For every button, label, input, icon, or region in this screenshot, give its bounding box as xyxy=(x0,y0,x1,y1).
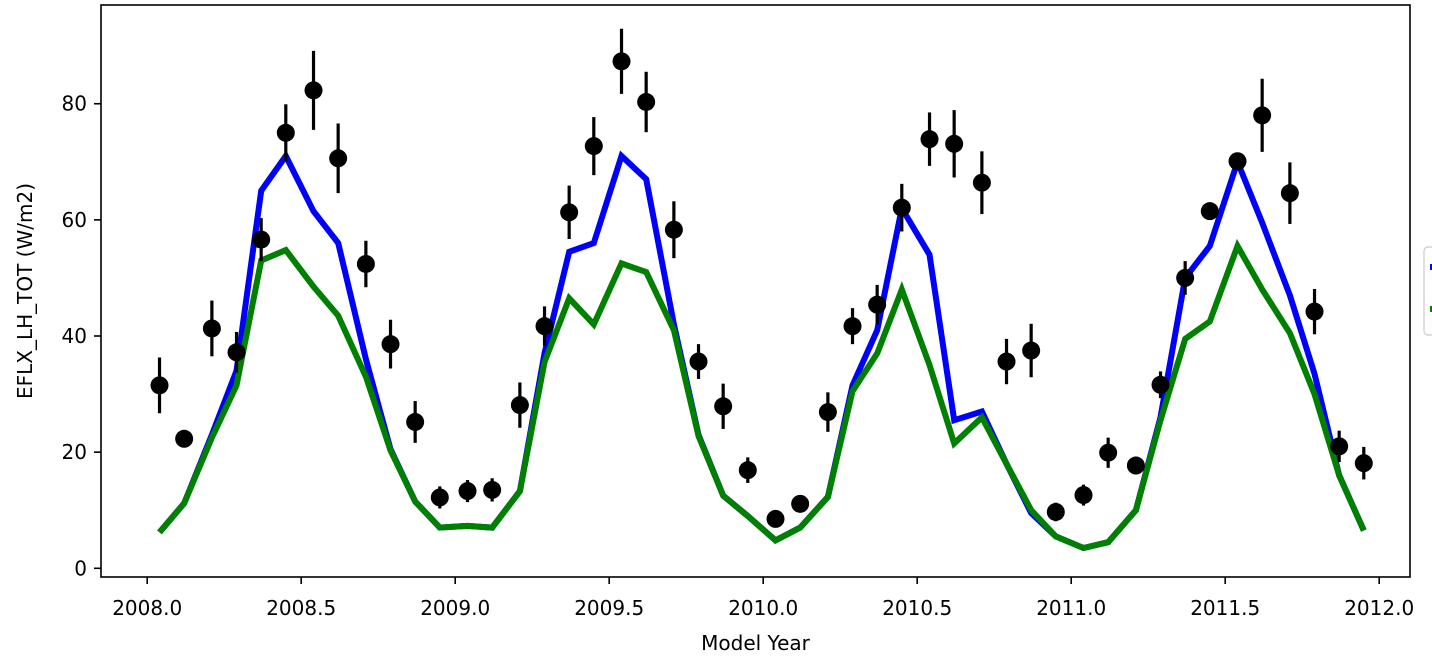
data-point xyxy=(892,198,911,217)
data-point xyxy=(1176,268,1195,287)
data-point xyxy=(1330,437,1349,456)
data-point xyxy=(1228,152,1247,171)
data-point xyxy=(612,52,631,71)
data-point xyxy=(664,220,683,239)
x-tick-label: 2010.5 xyxy=(882,596,952,620)
data-point xyxy=(1253,106,1272,125)
x-axis: 2008.0 2008.5 2009.0 2009.5 2010.0 2010.5 2011… xyxy=(112,577,1414,620)
plot-area xyxy=(150,28,1373,552)
data-point xyxy=(689,352,708,371)
data-point xyxy=(1354,454,1373,473)
data-point xyxy=(972,173,991,192)
data-point xyxy=(483,480,502,499)
data-point xyxy=(406,412,425,431)
data-point xyxy=(1022,341,1041,360)
data-point xyxy=(381,335,400,354)
plot-frame xyxy=(100,4,1411,578)
data-point xyxy=(1074,486,1093,505)
y-tick-label: 80 xyxy=(62,92,87,116)
data-point xyxy=(430,488,449,507)
data-point xyxy=(252,230,271,249)
data-point xyxy=(843,317,862,336)
x-tick-label: 2009.5 xyxy=(574,596,644,620)
data-point xyxy=(329,149,348,168)
data-point xyxy=(1305,302,1324,321)
data-point xyxy=(997,352,1016,371)
data-point xyxy=(945,134,964,153)
data-point xyxy=(227,343,246,362)
data-point xyxy=(535,317,554,336)
legend xyxy=(1423,246,1432,336)
data-point xyxy=(920,130,939,149)
data-point xyxy=(637,92,656,111)
y-tick-label: 40 xyxy=(62,324,87,348)
data-point xyxy=(150,376,169,395)
x-axis-label: Model Year xyxy=(701,631,811,655)
data-point xyxy=(1046,502,1065,521)
data-point xyxy=(766,509,785,528)
data-point xyxy=(1151,375,1170,394)
data-point xyxy=(175,429,194,448)
data-point xyxy=(738,461,757,480)
data-point xyxy=(560,203,579,222)
data-point xyxy=(868,295,887,314)
data-point xyxy=(818,403,837,422)
y-axis: 0 20 40 60 80 xyxy=(62,92,101,580)
data-point xyxy=(584,137,603,156)
x-tick-label: 2010.0 xyxy=(728,596,798,620)
data-point xyxy=(1200,202,1219,221)
series-line-1 xyxy=(157,238,1367,552)
x-tick-label: 2011.0 xyxy=(1036,596,1106,620)
data-point xyxy=(276,123,295,142)
data-point xyxy=(714,397,733,416)
y-tick-label: 0 xyxy=(74,556,87,580)
x-tick-label: 2008.5 xyxy=(266,596,336,620)
y-tick-label: 60 xyxy=(62,208,87,232)
data-point xyxy=(510,396,529,415)
y-tick-label: 20 xyxy=(62,440,87,464)
data-point xyxy=(1126,456,1145,475)
x-tick-label: 2012.0 xyxy=(1344,596,1414,620)
x-tick-label: 2008.0 xyxy=(112,596,182,620)
data-point xyxy=(202,319,221,338)
data-point xyxy=(1280,184,1299,203)
data-point xyxy=(791,494,810,513)
data-point xyxy=(356,254,375,273)
data-point xyxy=(304,81,323,100)
x-tick-label: 2011.5 xyxy=(1190,596,1260,620)
x-tick-label: 2009.0 xyxy=(420,596,490,620)
data-point xyxy=(458,482,477,501)
legend-box xyxy=(1423,246,1432,336)
y-axis-label: EFLX_LH_TOT (W/m2) xyxy=(13,183,37,399)
data-point xyxy=(1099,443,1118,462)
